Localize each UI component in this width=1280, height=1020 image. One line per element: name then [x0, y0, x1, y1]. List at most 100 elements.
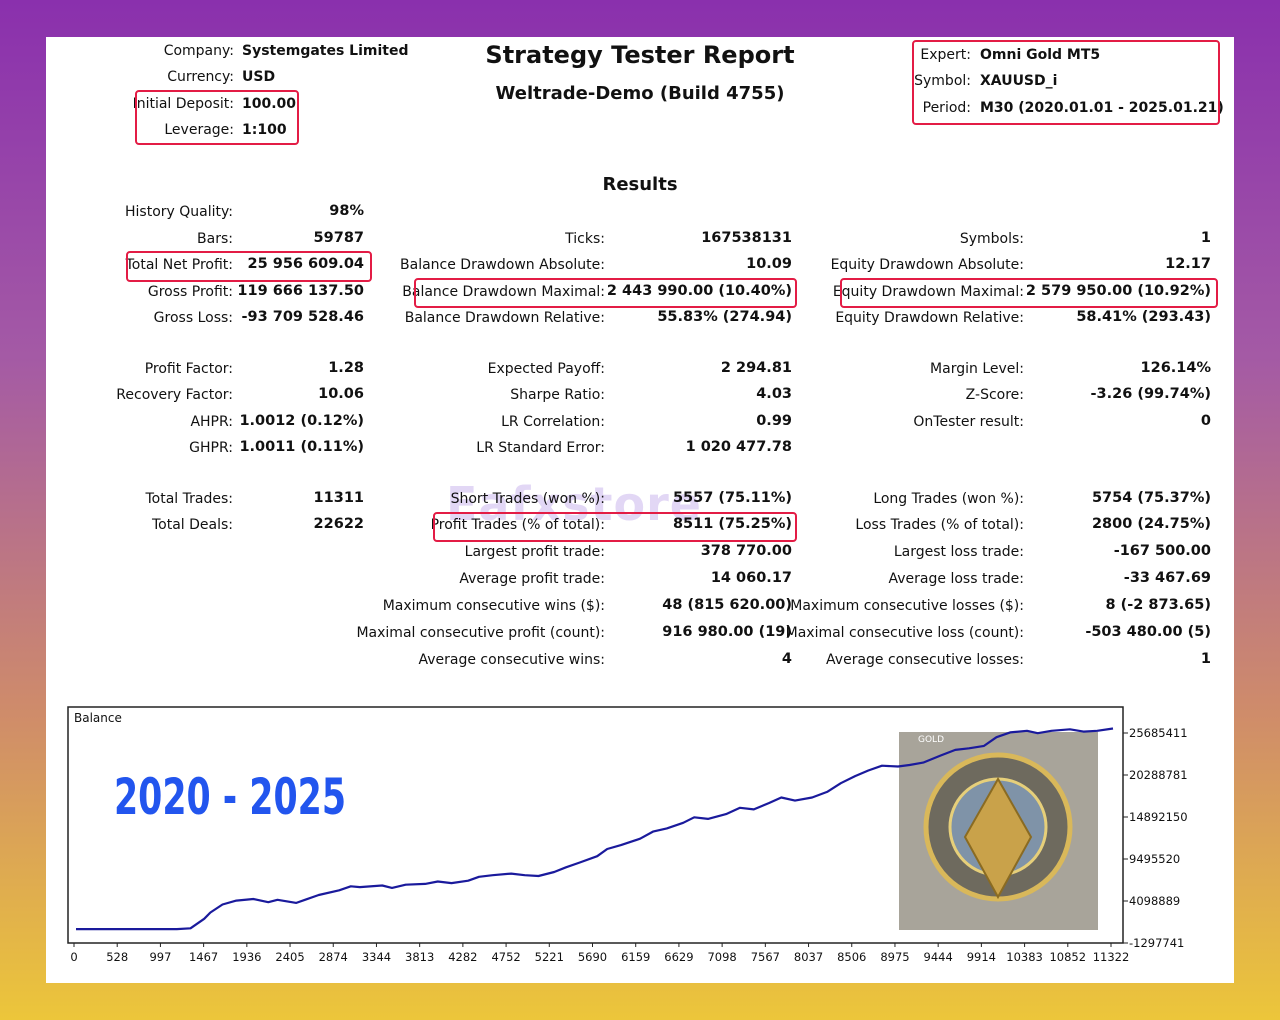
balance-line — [76, 727, 1114, 931]
company-label: Company: — [163, 43, 234, 59]
col2-row-label: Ticks: — [565, 231, 605, 247]
currency-value: USD — [242, 69, 276, 85]
col1-row-value: 10.06 — [318, 386, 364, 402]
col3-row-label: Largest loss trade: — [893, 544, 1024, 560]
col3-row-label: Equity Drawdown Maximal: — [832, 284, 1024, 300]
col3-row-value: -167 500.00 — [1113, 543, 1211, 559]
x-tick-label: 3813 — [405, 950, 434, 964]
col3-row-label: Long Trades (won %): — [873, 491, 1024, 507]
x-tick-label: 5690 — [578, 950, 607, 964]
col3-row-value: 2 579 950.00 (10.92%) — [1025, 283, 1211, 299]
col1-row-label: Bars: — [197, 231, 233, 247]
x-tick-label: 9914 — [967, 950, 996, 964]
strategy-tester-report: Company: Systemgates Limited Currency: U… — [46, 37, 1234, 983]
col1-row-value: 98% — [329, 203, 364, 219]
leverage-value: 1:100 — [242, 122, 287, 138]
x-tick-label: 5221 — [535, 950, 564, 964]
col2-row-label: Average profit trade: — [459, 571, 605, 587]
col1-row-value: 1.28 — [328, 360, 364, 376]
period-label: Period: — [922, 100, 971, 116]
col3-row-value: 1 — [1200, 651, 1211, 667]
initial-deposit-label: Initial Deposit: — [132, 96, 234, 112]
col2-row-value: 4 — [781, 651, 792, 667]
col3-row-value: 12.17 — [1165, 256, 1211, 272]
x-tick-label: 4282 — [448, 950, 477, 964]
company-value: Systemgates Limited — [242, 43, 409, 59]
col2-row-value: 2 294.81 — [720, 360, 792, 376]
col3-row-label: Equity Drawdown Relative: — [835, 310, 1024, 326]
col3-row-label: Maximum consecutive losses ($): — [790, 598, 1024, 614]
symbol-label: Symbol: — [914, 73, 971, 89]
col3-row-label: Maximal consecutive loss (count): — [785, 625, 1024, 641]
col2-row-label: Maximum consecutive wins ($): — [382, 598, 605, 614]
col2-row-value: 1 020 477.78 — [685, 439, 792, 455]
initial-deposit-value: 100.00 — [242, 96, 297, 112]
col2-row-label: Balance Drawdown Absolute: — [400, 257, 605, 273]
period-value: M30 (2020.01.01 - 2025.01.21) — [980, 100, 1224, 116]
y-tick-label: 20288781 — [1129, 768, 1188, 782]
report-subtitle: Weltrade-Demo (Build 4755) — [495, 83, 785, 104]
report-title: Strategy Tester Report — [485, 41, 795, 69]
x-tick-label: 1467 — [189, 950, 218, 964]
col1-row-label: Recovery Factor: — [116, 387, 233, 403]
x-tick-label: 7098 — [707, 950, 736, 964]
col3-row-value: 0 — [1200, 413, 1211, 429]
col1-row-label: History Quality: — [125, 204, 233, 220]
net-profit-highlight-box — [126, 251, 372, 282]
balance-drawdown-highlight-box — [414, 278, 797, 308]
x-tick-label: 997 — [149, 950, 171, 964]
col2-row-label: Sharpe Ratio: — [510, 387, 605, 403]
col2-row-label: Profit Trades (% of total): — [430, 517, 605, 533]
leverage-label: Leverage: — [164, 122, 234, 138]
col1-row-value: -93 709 528.46 — [241, 309, 364, 325]
col2-row-value: 4.03 — [756, 386, 792, 402]
col2-row-value: 2 443 990.00 (10.40%) — [606, 283, 792, 299]
col3-row-label: Average consecutive losses: — [826, 652, 1024, 668]
x-tick-label: 10383 — [1006, 950, 1043, 964]
deposit-highlight-box — [135, 90, 299, 145]
period-overlay-text: 2020 - 2025 — [114, 768, 346, 826]
y-tick-label: 14892150 — [1129, 810, 1188, 824]
col2-row-value: 8511 (75.25%) — [672, 516, 792, 532]
col2-row-value: 0.99 — [756, 413, 792, 429]
col2-row-label: Balance Drawdown Maximal: — [402, 284, 605, 300]
equity-drawdown-highlight-box — [840, 278, 1218, 308]
col3-row-value: -503 480.00 (5) — [1085, 624, 1211, 640]
col3-row-value: 8 (-2 873.65) — [1105, 597, 1211, 613]
x-tick-label: 2874 — [319, 950, 348, 964]
y-tick-label: 9495520 — [1129, 852, 1180, 866]
x-tick-label: 8975 — [880, 950, 909, 964]
col1-row-value: 59787 — [313, 230, 364, 246]
col1-row-label: Gross Profit: — [147, 284, 233, 300]
col1-row-label: Total Trades: — [145, 491, 234, 507]
col3-row-label: Loss Trades (% of total): — [855, 517, 1024, 533]
expert-label: Expert: — [920, 47, 971, 63]
col1-row-value: 1.0012 (0.12%) — [239, 413, 364, 429]
col3-row-value: 126.14% — [1140, 360, 1211, 376]
x-tick-label: 6159 — [621, 950, 650, 964]
col3-row-value: 5754 (75.37%) — [1091, 490, 1211, 506]
x-tick-label: 2405 — [275, 950, 304, 964]
x-tick-label: 10852 — [1049, 950, 1086, 964]
gold-badge-label: GOLD — [918, 735, 944, 745]
col1-row-label: Profit Factor: — [144, 361, 233, 377]
col2-row-value: 48 (815 620.00) — [662, 597, 792, 613]
col2-row-label: Largest profit trade: — [464, 544, 605, 560]
col2-row-value: 916 980.00 (19) — [662, 624, 792, 640]
balance-chart: GOLD Balance 2020 - 2025 25685411 20288781 14… — [67, 706, 1188, 964]
y-tick-label: 4098889 — [1129, 894, 1180, 908]
x-tick-label: 8506 — [837, 950, 866, 964]
col2-row-label: Short Trades (won %): — [450, 491, 605, 507]
col2-row-value: 14 060.17 — [710, 570, 792, 586]
x-tick-label: 528 — [106, 950, 128, 964]
col2-row-value: 378 770.00 — [700, 543, 792, 559]
col3-row-value: -3.26 (99.74%) — [1090, 386, 1212, 402]
y-tick-label: 25685411 — [1129, 726, 1188, 740]
col2-row-label: LR Correlation: — [501, 414, 605, 430]
col1-row-value: 119 666 137.50 — [237, 283, 364, 299]
col3-row-label: Average loss trade: — [888, 571, 1024, 587]
col3-row-label: Symbols: — [959, 231, 1024, 247]
chart-title: Balance — [74, 711, 122, 725]
x-tick-label: 8037 — [794, 950, 823, 964]
x-tick-label: 11322 — [1093, 950, 1130, 964]
